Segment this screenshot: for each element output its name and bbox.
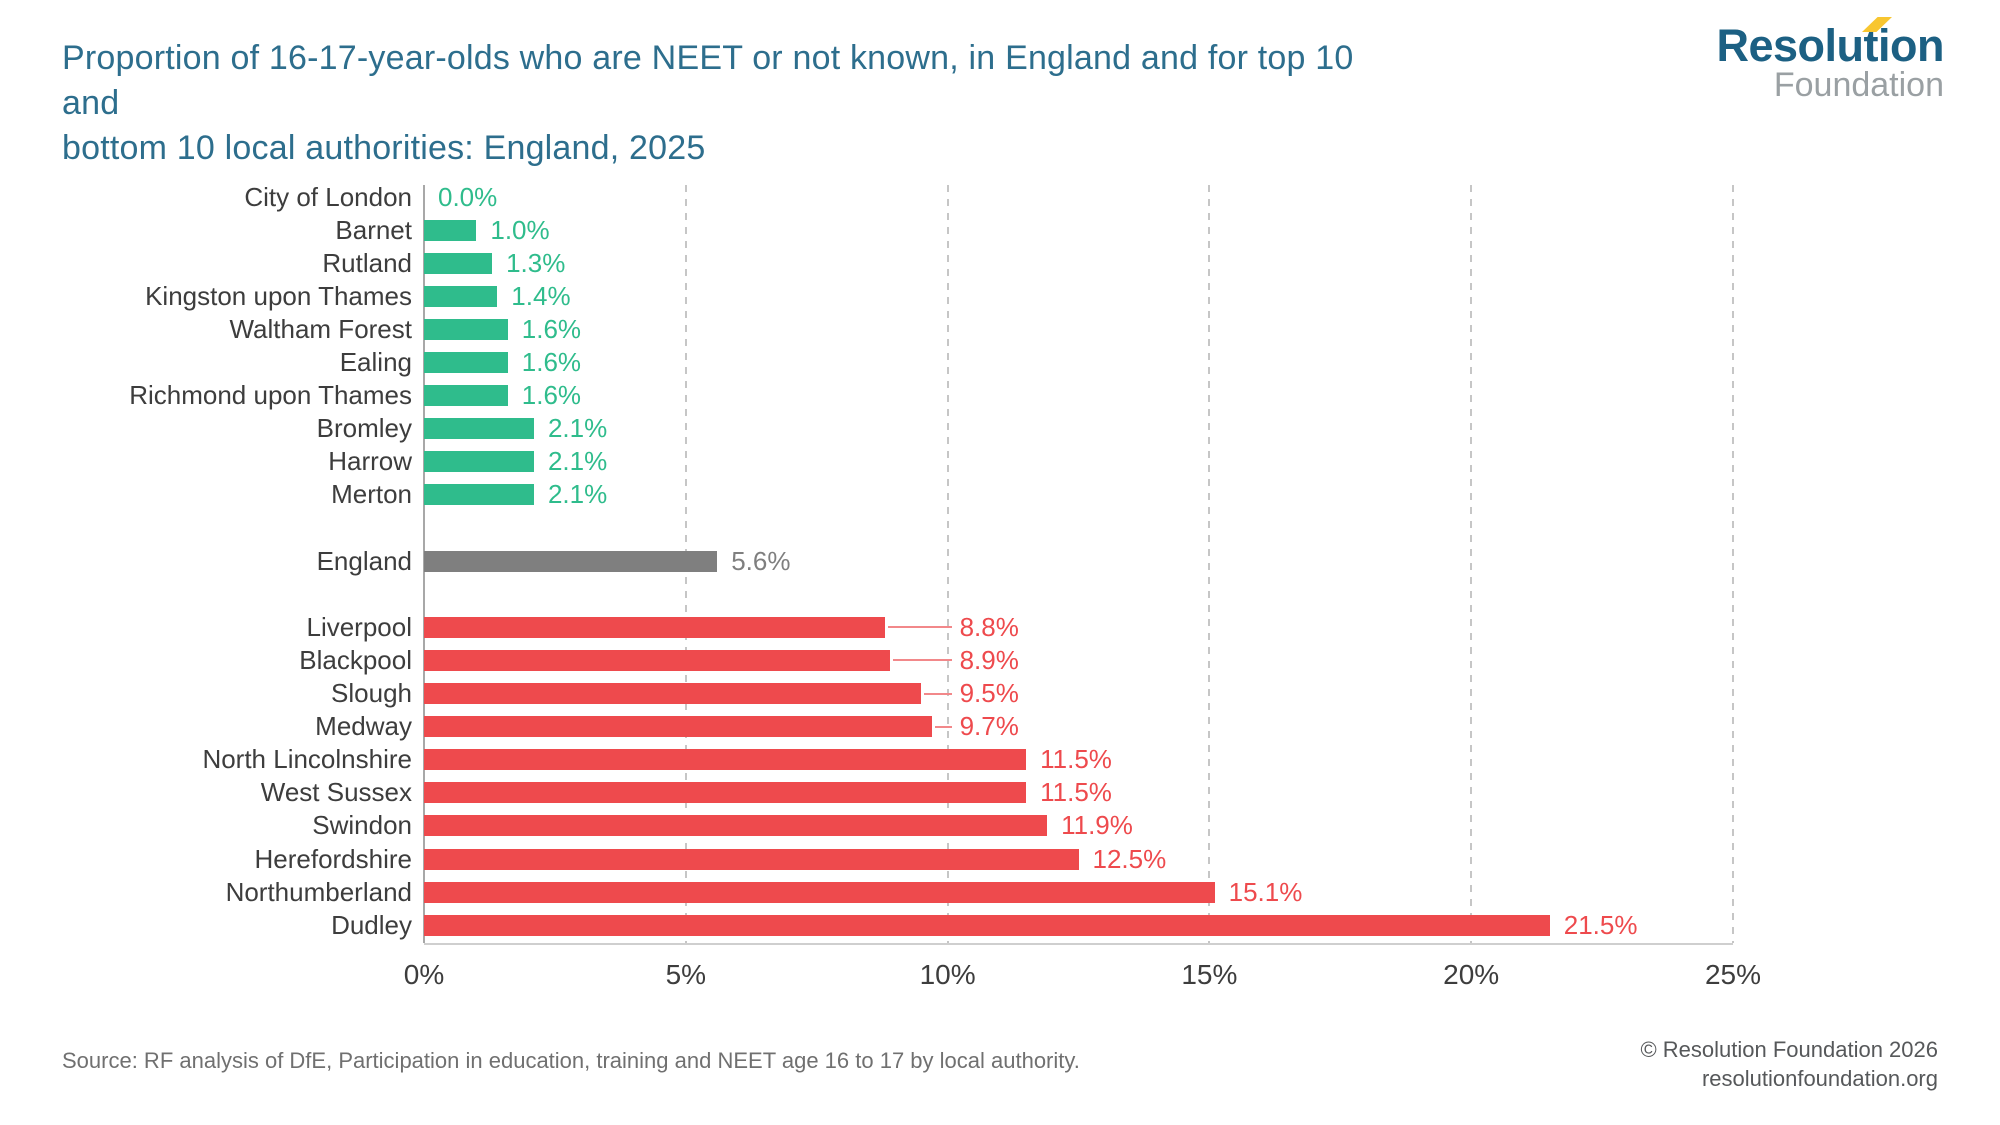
value-label: 1.0% bbox=[490, 214, 550, 245]
bar-top10 bbox=[424, 683, 922, 704]
category-label: City of London bbox=[244, 181, 412, 212]
bar-top10 bbox=[424, 848, 1079, 870]
category-label: Kingston upon Thames bbox=[145, 280, 412, 311]
value-label: 1.6% bbox=[521, 347, 582, 377]
value-label: 21.5% bbox=[1563, 909, 1638, 940]
category-label: Waltham Forest bbox=[229, 313, 412, 344]
category-label: Slough bbox=[331, 678, 412, 708]
bar-bottom10 bbox=[424, 352, 508, 373]
value-label: 8.9% bbox=[959, 644, 1019, 675]
category-label: Richmond upon Thames bbox=[129, 380, 412, 411]
value-label: 8.8% bbox=[959, 611, 1019, 642]
value-label: 9.5% bbox=[959, 678, 1019, 708]
value-label: 2.1% bbox=[547, 479, 608, 510]
value-label: 9.7% bbox=[959, 711, 1019, 742]
gridline-15% bbox=[1208, 185, 1211, 943]
bar-bottom10 bbox=[424, 252, 493, 274]
logo-text-foundation: Foundation bbox=[1773, 66, 1944, 105]
value-label: 12.5% bbox=[1092, 843, 1167, 874]
category-label: Dudley bbox=[331, 909, 412, 940]
x-axis-tick-25%: 25% bbox=[1704, 959, 1762, 990]
category-label: Blackpool bbox=[299, 644, 412, 675]
gridline-20% bbox=[1470, 185, 1473, 943]
category-label: Swindon bbox=[312, 810, 412, 841]
category-label: Harrow bbox=[328, 446, 412, 477]
category-label: Merton bbox=[331, 479, 412, 510]
value-label: 1.6% bbox=[521, 313, 582, 344]
value-label: 15.1% bbox=[1228, 876, 1303, 907]
value-label: 11.9% bbox=[1061, 810, 1133, 841]
bar-top10 bbox=[424, 716, 932, 738]
value-label: 1.6% bbox=[521, 380, 582, 411]
gridline-25% bbox=[1732, 185, 1734, 943]
category-label: Barnet bbox=[335, 214, 412, 245]
value-label: 2.1% bbox=[547, 413, 608, 444]
logo-wordmark: Resolution bbox=[1716, 17, 1945, 71]
source-note: Source: RF analysis of DfE, Participatio… bbox=[62, 1048, 1080, 1073]
x-axis-tick-0%: 0% bbox=[403, 959, 445, 990]
gridline-10% bbox=[946, 185, 949, 943]
x-axis-tick-5%: 5% bbox=[665, 959, 707, 990]
x-axis-line bbox=[424, 943, 1733, 945]
value-label: 11.5% bbox=[1040, 744, 1112, 775]
bar-top10 bbox=[424, 914, 1550, 936]
category-label: Rutland bbox=[322, 247, 412, 278]
chart-title-line1: Proportion of 16-17-year-olds who are NE… bbox=[62, 39, 1354, 122]
footer: © Resolution Foundation 2026 resolutionf… bbox=[1640, 1036, 1938, 1093]
bar-top10 bbox=[424, 649, 890, 671]
bar-bottom10 bbox=[424, 418, 534, 440]
value-leader-line bbox=[887, 626, 952, 629]
logo-text-resolution: Resolution bbox=[1716, 20, 1945, 71]
value-label: 2.1% bbox=[547, 446, 608, 477]
bar-bottom10 bbox=[424, 219, 477, 241]
category-label: West Sussex bbox=[260, 777, 412, 808]
value-label: 1.4% bbox=[511, 280, 571, 311]
bar-top10 bbox=[424, 616, 885, 638]
bar-bottom10 bbox=[424, 318, 508, 340]
value-leader-line bbox=[893, 659, 952, 662]
category-label: Northumberland bbox=[225, 876, 412, 907]
footer-copyright: © Resolution Foundation 2026 bbox=[1640, 1037, 1938, 1062]
bar-england bbox=[424, 550, 718, 572]
value-label: 1.3% bbox=[506, 247, 566, 278]
resolution-foundation-logo: Resolution Foundation bbox=[1644, 17, 1945, 105]
category-label: Herefordshire bbox=[254, 843, 412, 874]
bar-bottom10 bbox=[424, 451, 534, 473]
value-leader-line bbox=[924, 692, 952, 695]
category-label: Bromley bbox=[316, 413, 412, 444]
footer-website[interactable]: resolutionfoundation.org bbox=[1701, 1065, 1938, 1091]
chart-title: Proportion of 16-17-year-olds who are NE… bbox=[62, 36, 1402, 171]
category-label: Medway bbox=[315, 711, 412, 742]
x-axis-tick-20%: 20% bbox=[1443, 959, 1500, 990]
category-label: England bbox=[316, 545, 412, 576]
bar-bottom10 bbox=[424, 385, 508, 407]
bar-top10 bbox=[424, 881, 1215, 903]
bar-top10 bbox=[424, 782, 1027, 804]
category-label: North Lincolnshire bbox=[202, 744, 412, 775]
bar-bottom10 bbox=[424, 484, 534, 506]
x-axis-tick-10%: 10% bbox=[919, 959, 976, 990]
chart-title-line2: bottom 10 local authorities: England, 20… bbox=[62, 128, 706, 167]
category-label: Ealing bbox=[339, 347, 412, 377]
bar-top10 bbox=[424, 749, 1027, 771]
category-label: Liverpool bbox=[306, 611, 412, 642]
value-label: 5.6% bbox=[731, 545, 791, 576]
value-leader-line bbox=[934, 725, 952, 728]
bar-bottom10 bbox=[424, 285, 498, 307]
x-axis-tick-15%: 15% bbox=[1181, 959, 1238, 990]
bar-top10 bbox=[424, 815, 1048, 837]
value-label: 11.5% bbox=[1040, 777, 1112, 808]
value-label: 0.0% bbox=[438, 181, 498, 212]
